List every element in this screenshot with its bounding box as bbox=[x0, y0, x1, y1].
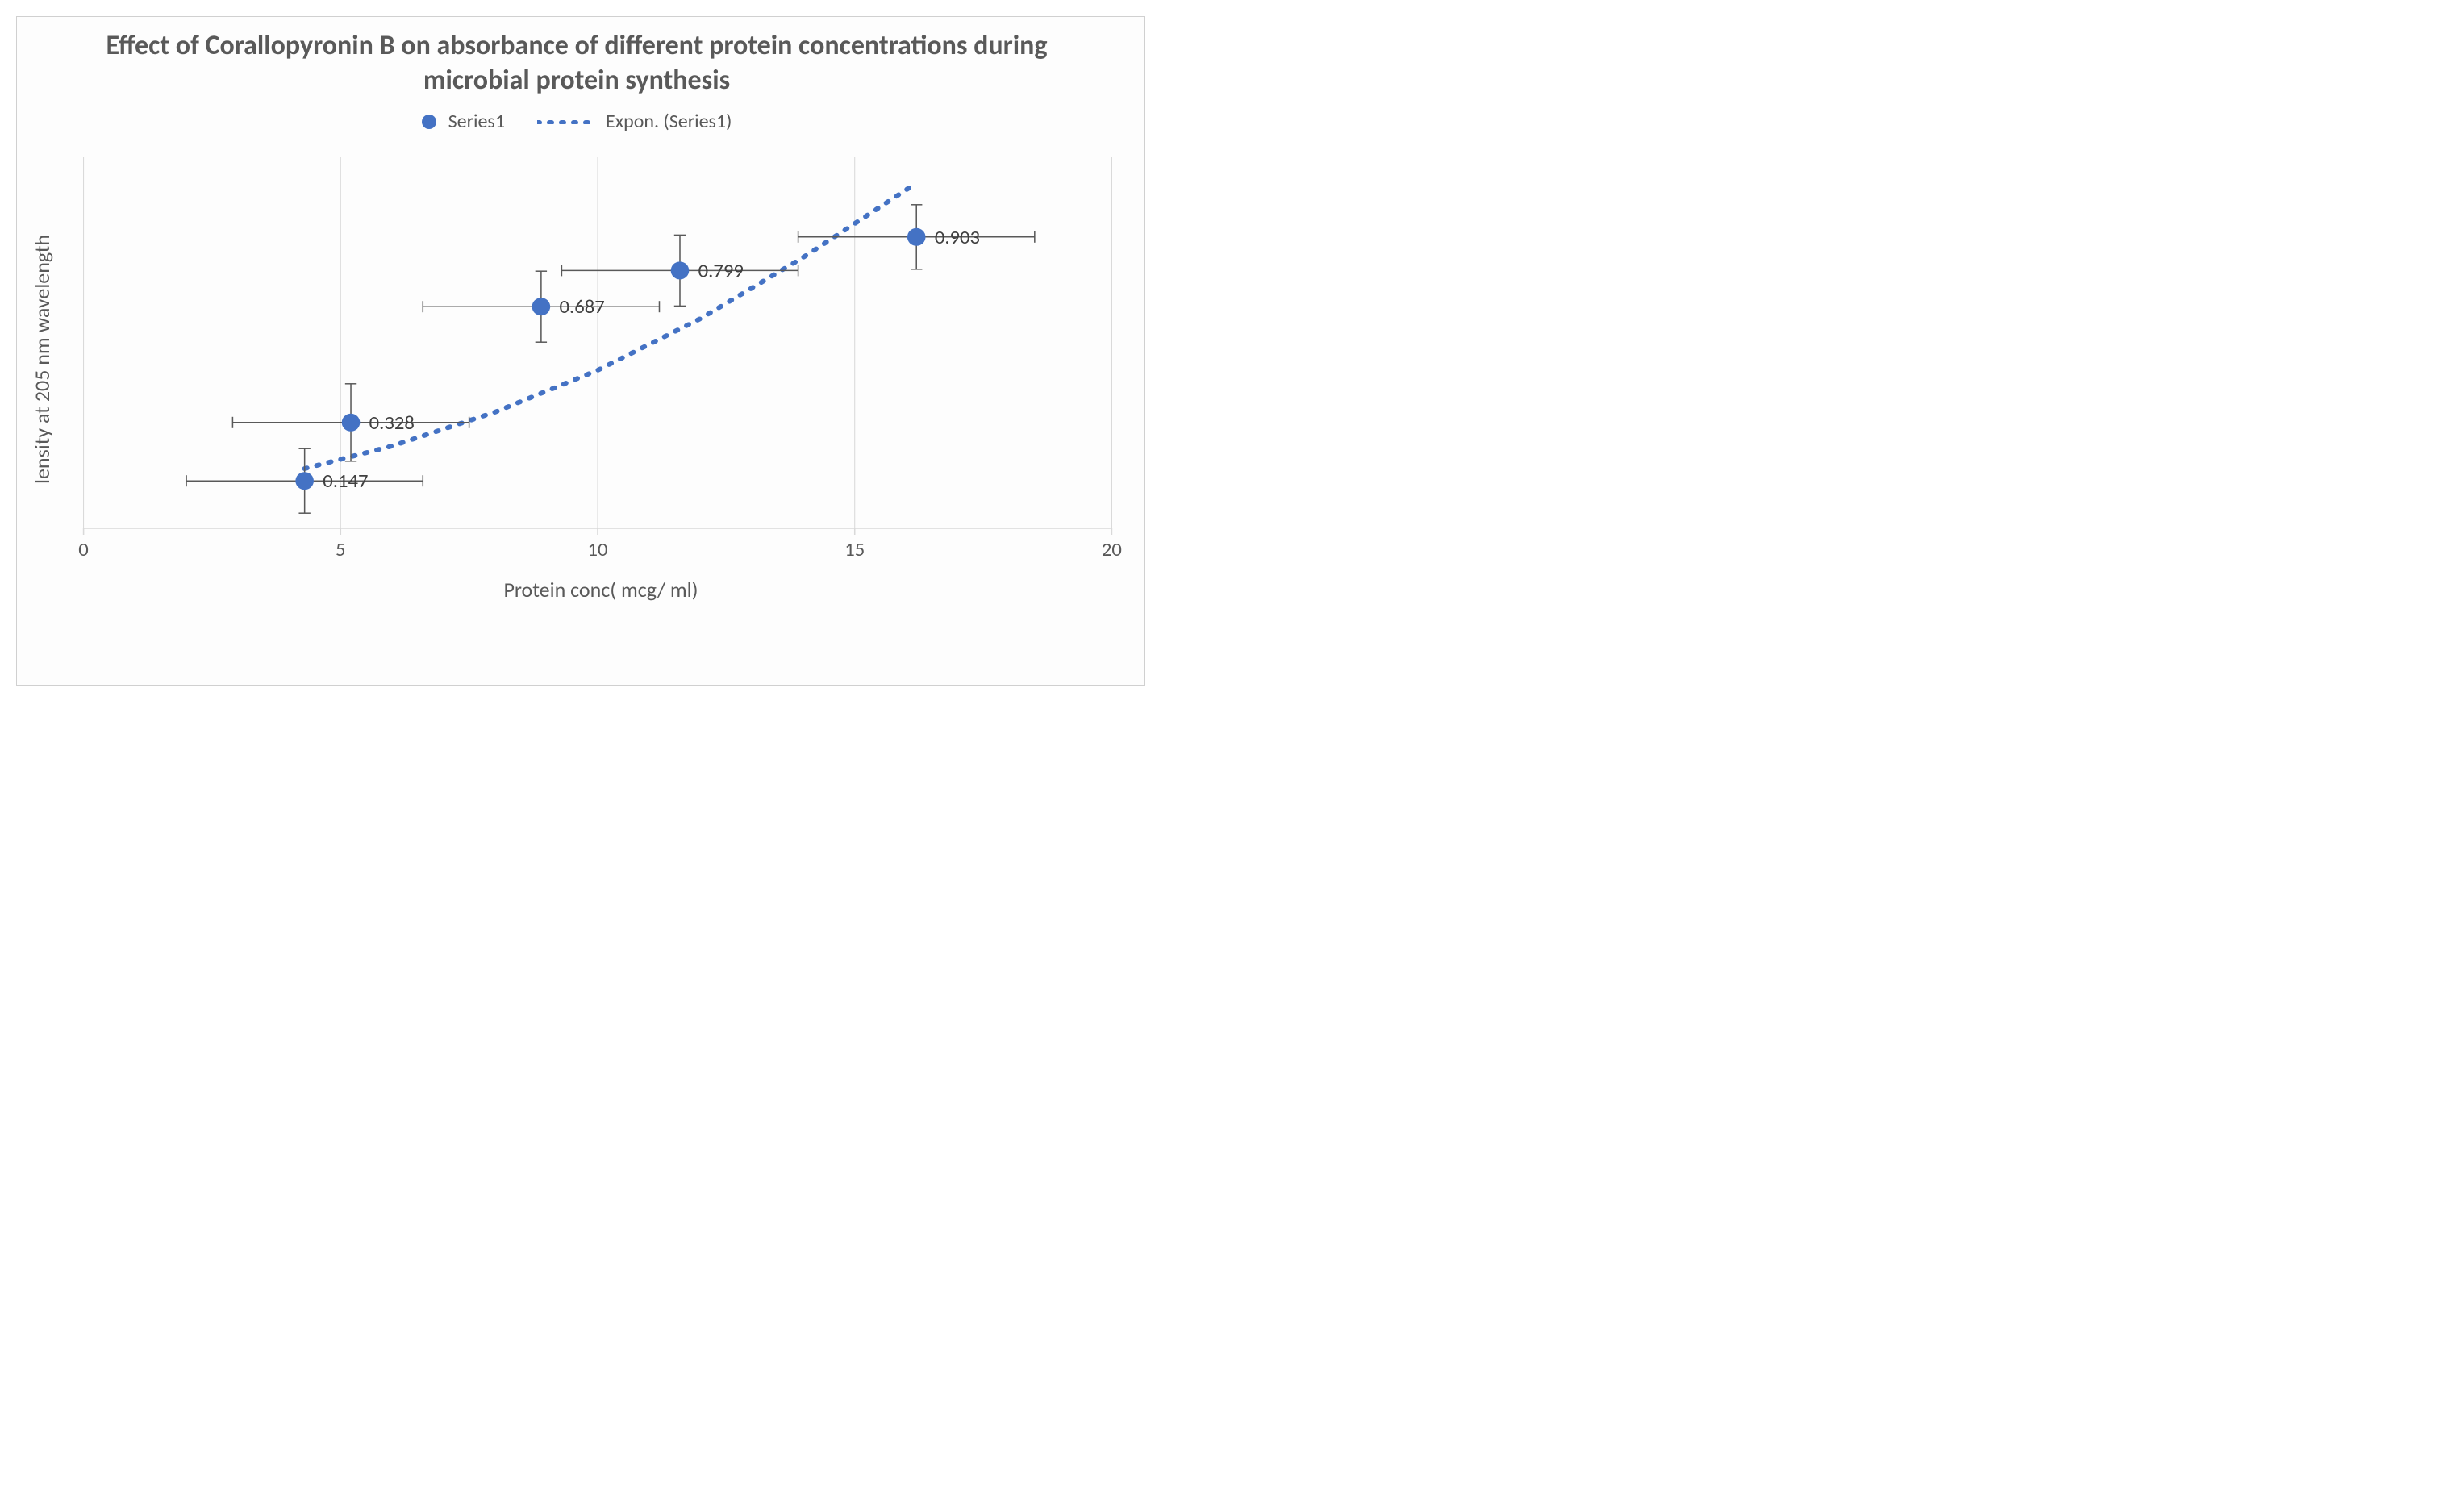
svg-text:0.903: 0.903 bbox=[935, 225, 980, 249]
svg-text:0.799: 0.799 bbox=[698, 259, 744, 283]
svg-text:0.687: 0.687 bbox=[560, 295, 605, 319]
x-axis-label: Protein conc( mcg/ ml) bbox=[73, 577, 1128, 603]
legend-item-trend: Expon. (Series1) bbox=[537, 110, 732, 133]
legend: Series1 Expon. (Series1) bbox=[25, 110, 1128, 133]
plot-area: 0 5 10 15 20 0.147 0.328 0.687 0.799 0.903 bbox=[67, 149, 1128, 569]
legend-marker-dot-icon bbox=[422, 115, 436, 129]
svg-text:5: 5 bbox=[336, 537, 346, 561]
svg-text:0.328: 0.328 bbox=[369, 411, 415, 435]
svg-text:10: 10 bbox=[587, 537, 607, 561]
chart-title: Effect of Corallopyronin B on absorbance… bbox=[73, 29, 1080, 98]
svg-text:0.147: 0.147 bbox=[323, 469, 368, 494]
legend-marker-line-icon bbox=[537, 119, 594, 124]
svg-text:20: 20 bbox=[1102, 537, 1122, 561]
legend-label-trend: Expon. (Series1) bbox=[606, 110, 732, 133]
legend-label-series: Series1 bbox=[448, 110, 505, 133]
legend-item-series: Series1 bbox=[422, 110, 505, 133]
chart-container: Effect of Corallopyronin B on absorbance… bbox=[16, 16, 1145, 686]
y-axis-label: lensity at 205 nm wavelength bbox=[25, 149, 59, 569]
svg-text:0: 0 bbox=[78, 537, 89, 561]
svg-text:15: 15 bbox=[844, 537, 865, 561]
